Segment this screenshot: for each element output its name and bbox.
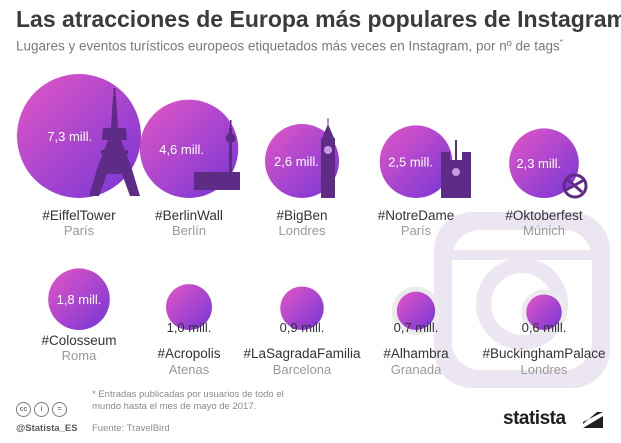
value-label-lasagradafamilia: 0,9 mill. [280, 320, 325, 335]
city-label-alhambra: Granada [391, 362, 442, 377]
city-label-oktoberfest: Múnich [523, 223, 565, 238]
value-label-buckinghampalace: 0,6 mill. [522, 320, 567, 335]
berlin-wall-icon [194, 120, 240, 190]
page-title: Las atracciones de Europa más populares … [16, 6, 621, 32]
city-label-colosseum: Roma [62, 348, 97, 363]
license-icons: cc i = [16, 402, 67, 417]
social-handle[interactable]: @Statista_ES [16, 423, 78, 434]
tag-label-berlinwall: #BerlinWall [155, 208, 223, 223]
big-ben-icon [321, 118, 335, 198]
city-label-lasagradafamilia: Barcelona [273, 362, 332, 377]
city-label-eiffeltower: París [64, 223, 95, 238]
city-label-buckinghampalace: Londres [521, 362, 568, 377]
subtitle-text: Lugares y eventos turísticos europeos et… [16, 38, 560, 54]
page-subtitle: Lugares y eventos turísticos europeos et… [16, 38, 563, 54]
bubble-acropolis [166, 284, 212, 330]
bubble-bigben [264, 123, 340, 198]
tag-label-bigben: #BigBen [276, 208, 327, 223]
notre-dame-icon [441, 140, 471, 198]
bubble-notredame [379, 125, 453, 198]
statista-logo[interactable]: statista [503, 408, 566, 429]
bubble-alhambra [396, 291, 436, 330]
value-label-acropolis: 1,0 mill. [167, 320, 212, 335]
source-note: Fuente: TravelBird [92, 423, 170, 434]
eiffel-tower-icon [89, 88, 140, 196]
footnote: * Entradas publicadas por usuarios de to… [92, 389, 284, 412]
value-label-eiffeltower: 7,3 mill. [47, 129, 92, 144]
value-label-oktoberfest: 2,3 mill. [516, 156, 561, 171]
tag-label-lasagradafamilia: #LaSagradaFamilia [243, 346, 361, 361]
tag-label-buckinghampalace: #BuckinghamPalace [482, 346, 605, 361]
no-derivatives-icon[interactable]: = [52, 402, 67, 417]
value-label-alhambra: 0,7 mill. [394, 320, 439, 335]
value-label-notredame: 2,5 mill. [388, 155, 433, 170]
value-label-colosseum: 1,8 mill. [57, 292, 102, 307]
tag-label-alhambra: #Alhambra [383, 346, 449, 361]
bubble-lasagradafamilia [280, 286, 324, 330]
city-label-berlinwall: Berlín [172, 223, 206, 238]
value-label-bigben: 2,6 mill. [274, 154, 319, 169]
bubble-colosseum [48, 268, 110, 331]
tag-label-colosseum: #Colosseum [41, 333, 116, 348]
statista-logo-icon [583, 412, 603, 428]
city-label-notredame: París [401, 223, 432, 238]
tag-label-eiffeltower: #EiffelTower [42, 208, 116, 223]
cc-icon[interactable]: cc [16, 402, 31, 417]
pretzel-icon [562, 173, 588, 199]
tag-label-notredame: #NotreDame [378, 208, 455, 223]
value-label-berlinwall: 4,6 mill. [159, 142, 204, 157]
attribution-icon[interactable]: i [34, 402, 49, 417]
city-label-acropolis: Atenas [169, 362, 210, 377]
tag-label-oktoberfest: #Oktoberfest [505, 208, 583, 223]
city-label-bigben: Londres [279, 223, 326, 238]
tag-label-acropolis: #Acropolis [157, 346, 220, 361]
bubble-buckinghampalace [526, 294, 562, 330]
subtitle-footnote-mark: * [559, 38, 563, 47]
bubble-oktoberfest [509, 128, 579, 198]
